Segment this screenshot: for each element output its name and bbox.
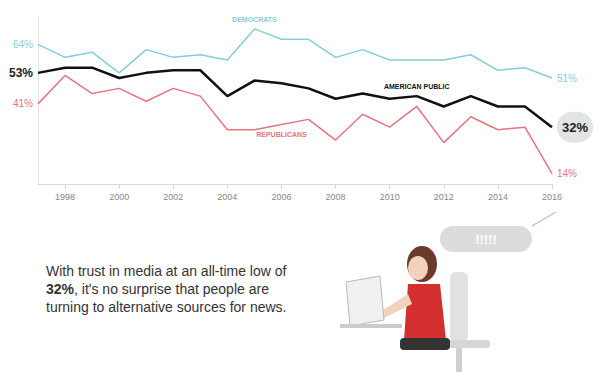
svg-text:2000: 2000 <box>109 192 129 202</box>
svg-text:2010: 2010 <box>380 192 400 202</box>
svg-text:2016: 2016 <box>542 192 562 202</box>
svg-text:!!!!!: !!!!! <box>475 232 497 247</box>
svg-text:32%: 32% <box>562 120 588 135</box>
svg-text:2004: 2004 <box>217 192 237 202</box>
svg-text:51%: 51% <box>557 73 577 84</box>
svg-text:2002: 2002 <box>163 192 183 202</box>
svg-text:2014: 2014 <box>488 192 508 202</box>
svg-text:1998: 1998 <box>55 192 75 202</box>
svg-text:14%: 14% <box>557 168 577 179</box>
svg-text:2008: 2008 <box>326 192 346 202</box>
svg-text:2012: 2012 <box>434 192 454 202</box>
html-text:32%, it's no surprise that peo: 32%, it's no surprise that people are tu… <box>46 281 287 315</box>
html-text:With trust in media at an all-: With trust in media at an all-time low o… <box>46 263 287 279</box>
svg-text:53%: 53% <box>9 66 33 80</box>
svg-text:64%: 64% <box>13 39 33 50</box>
svg-text:DEMOCRATS: DEMOCRATS <box>232 16 277 23</box>
svg-text:2006: 2006 <box>271 192 291 202</box>
svg-text:REPUBLICANS: REPUBLICANS <box>256 131 307 138</box>
svg-text:AMERICAN PUBLIC: AMERICAN PUBLIC <box>384 83 450 90</box>
svg-text:41%: 41% <box>13 98 33 109</box>
